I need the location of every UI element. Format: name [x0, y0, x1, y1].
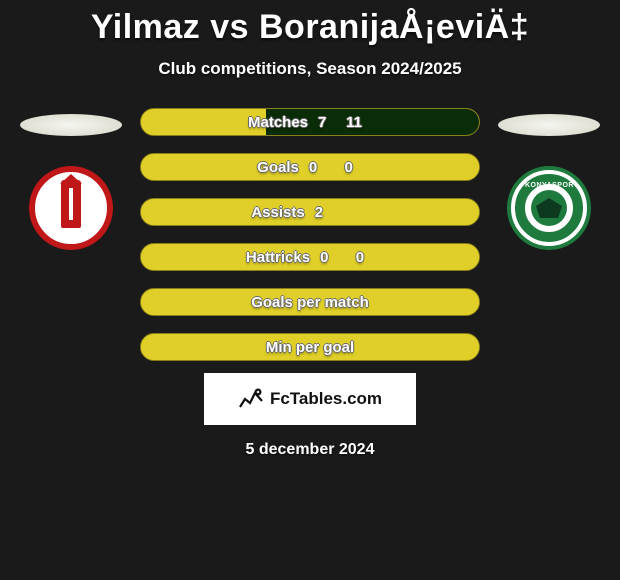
- stat-row-assists: Assists 2: [140, 198, 480, 226]
- eagle-icon: [536, 198, 562, 218]
- stat-label: Goals: [257, 159, 299, 176]
- footer-brand-box[interactable]: FcTables.com: [204, 373, 416, 425]
- left-club-badge: [29, 166, 113, 250]
- stat-label: Hattricks: [246, 249, 310, 266]
- segment-full: [141, 199, 479, 225]
- stats-container: Matches711Goals00Assists2Hattricks00Goal…: [140, 108, 480, 361]
- date-label: 5 december 2024: [0, 441, 620, 459]
- stat-label: Assists: [251, 204, 304, 221]
- badge-center: [531, 190, 567, 226]
- stat-right-value: 11: [330, 114, 362, 131]
- footer-brand-text: FcTables.com: [270, 389, 382, 409]
- right-club-badge: KONYASPOR 1981: [507, 166, 591, 250]
- left-oval: [20, 114, 122, 136]
- stat-right-value: 0: [321, 159, 353, 176]
- stat-row-hattricks: Hattricks00: [140, 243, 480, 271]
- stat-row-goals-per-match: Goals per match: [140, 288, 480, 316]
- subtitle: Club competitions, Season 2024/2025: [0, 59, 620, 79]
- fctables-icon: [238, 387, 264, 411]
- tower-stripe: [69, 188, 73, 220]
- stat-label: Matches: [248, 114, 308, 131]
- stat-row-goals: Goals00: [140, 153, 480, 181]
- stat-left-value: 2: [315, 204, 347, 221]
- left-column: [20, 114, 122, 250]
- stat-row-matches: Matches711: [140, 108, 480, 136]
- comparison-row: Matches711Goals00Assists2Hattricks00Goal…: [0, 114, 620, 361]
- stat-right-value: 0: [332, 249, 364, 266]
- stat-row-min-per-goal: Min per goal: [140, 333, 480, 361]
- right-oval: [498, 114, 600, 136]
- club-name-label: KONYASPOR: [525, 182, 573, 189]
- right-column: KONYASPOR 1981: [498, 114, 600, 250]
- page-title: Yilmaz vs BoranijaÅ¡eviÄ‡: [0, 0, 620, 47]
- stat-label: Min per goal: [266, 339, 354, 356]
- stat-label: Goals per match: [251, 294, 369, 311]
